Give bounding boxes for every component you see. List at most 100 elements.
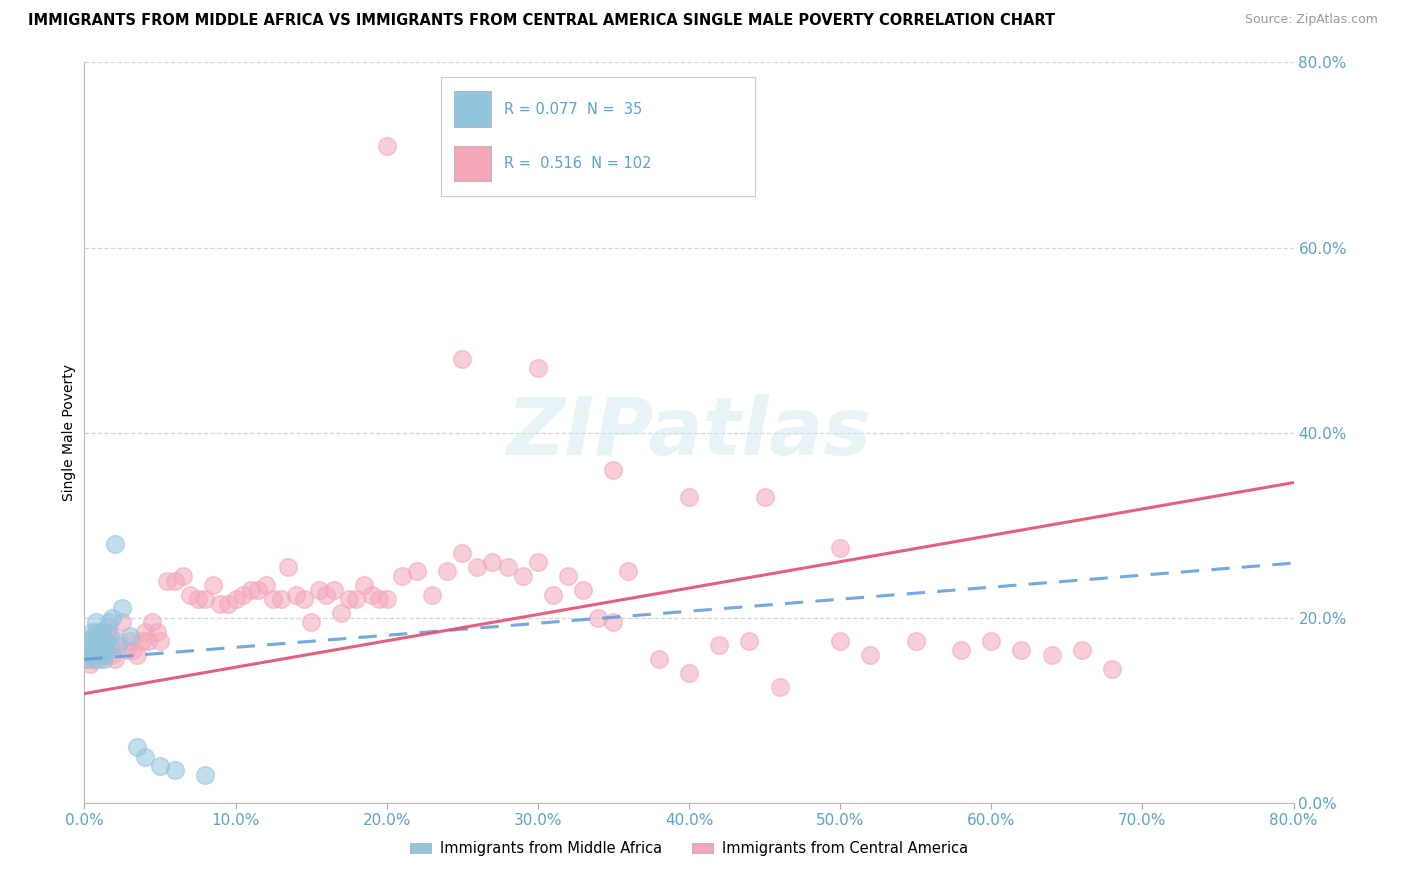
Point [648,652,671,666]
Point [91,624,114,639]
Point [86,639,108,653]
Point [512,569,534,583]
Point [830,541,852,556]
Point [86,624,108,639]
Point [82,648,104,662]
Point [754,491,776,505]
Point [77,648,100,662]
Point [80,624,103,639]
Point [980,633,1002,648]
Point [353,578,375,592]
Point [127,740,149,755]
Point [1071,643,1094,657]
Point [678,666,700,681]
Point [127,648,149,662]
Point [769,680,792,694]
Point [292,592,315,607]
Point [709,639,731,653]
Point [270,592,292,607]
Point [146,624,169,639]
Point [107,639,129,653]
Text: ZIPatlas: ZIPatlas [506,393,872,472]
Point [232,588,254,602]
Point [84,652,107,666]
Point [141,615,163,630]
Point [285,588,308,602]
Point [239,582,262,597]
Point [209,597,232,611]
Point [121,643,143,657]
Point [527,360,550,375]
Point [131,633,153,648]
Point [149,633,172,648]
Point [104,652,127,666]
Point [156,574,179,588]
Point [165,574,187,588]
Point [1101,662,1123,676]
Point [391,569,413,583]
Point [100,610,122,624]
Point [149,758,172,772]
Point [588,610,610,624]
Point [93,639,115,653]
Point [93,648,115,662]
Text: IMMIGRANTS FROM MIDDLE AFRICA VS IMMIGRANTS FROM CENTRAL AMERICA SINGLE MALE POV: IMMIGRANTS FROM MIDDLE AFRICA VS IMMIGRA… [28,13,1056,29]
Point [93,652,115,666]
Point [84,652,107,666]
Point [91,639,114,653]
Point [330,606,353,620]
Point [172,569,194,583]
Point [80,639,103,653]
Point [90,633,112,648]
Point [118,629,141,643]
Point [79,657,101,671]
Point [98,629,121,643]
Point [541,588,564,602]
Point [557,569,579,583]
Point [617,565,640,579]
Point [360,588,382,602]
Point [82,643,104,657]
Point [254,578,277,592]
Point [299,615,322,630]
Point [96,643,118,657]
Point [134,749,156,764]
Point [337,592,360,607]
Point [602,462,624,476]
Point [194,592,217,607]
Point [904,633,927,648]
Point [406,565,429,579]
Point [179,588,201,602]
Point [87,648,110,662]
Point [98,639,121,653]
Point [104,536,127,550]
Point [77,652,100,666]
Point [165,764,187,778]
Point [277,559,299,574]
Point [84,643,107,657]
Point [87,633,110,648]
Point [111,601,134,615]
Point [134,624,156,639]
Point [950,643,973,657]
Point [82,629,104,643]
Point [451,546,474,560]
Point [187,592,209,607]
Point [217,597,239,611]
Point [118,633,141,648]
Point [107,633,129,648]
Point [527,555,550,569]
Point [859,648,882,662]
Point [481,555,503,569]
Point [86,615,108,630]
Point [194,768,217,782]
Point [247,582,270,597]
Point [322,582,344,597]
Point [830,633,852,648]
Point [115,643,138,657]
Point [84,639,107,653]
Point [346,592,368,607]
Point [94,633,117,648]
Point [308,582,330,597]
Point [100,648,122,662]
